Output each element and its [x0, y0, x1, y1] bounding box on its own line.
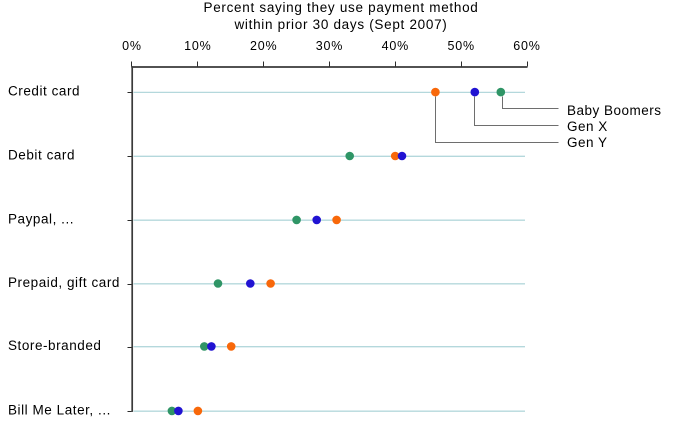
svg-text:Gen X: Gen X: [567, 119, 608, 134]
svg-text:within prior 30 days (Sept 200: within prior 30 days (Sept 2007): [233, 17, 447, 32]
svg-text:Baby Boomers: Baby Boomers: [567, 103, 662, 118]
svg-text:Debit card: Debit card: [8, 147, 75, 162]
svg-text:40%: 40%: [382, 39, 409, 53]
svg-text:Percent saying they use paymen: Percent saying they use payment method: [204, 0, 479, 15]
svg-text:Paypal, ...: Paypal, ...: [8, 211, 74, 226]
svg-text:Store-branded: Store-branded: [8, 338, 101, 353]
svg-text:10%: 10%: [184, 39, 211, 53]
svg-text:Bill Me Later, ...: Bill Me Later, ...: [8, 402, 111, 417]
svg-text:Gen Y: Gen Y: [567, 135, 608, 150]
svg-text:20%: 20%: [250, 39, 277, 53]
svg-text:0%: 0%: [122, 39, 142, 53]
svg-text:30%: 30%: [316, 39, 343, 53]
svg-text:60%: 60%: [513, 39, 540, 53]
svg-text:Prepaid, gift card: Prepaid, gift card: [8, 275, 120, 290]
svg-text:50%: 50%: [447, 39, 474, 53]
svg-text:Credit card: Credit card: [8, 84, 80, 99]
